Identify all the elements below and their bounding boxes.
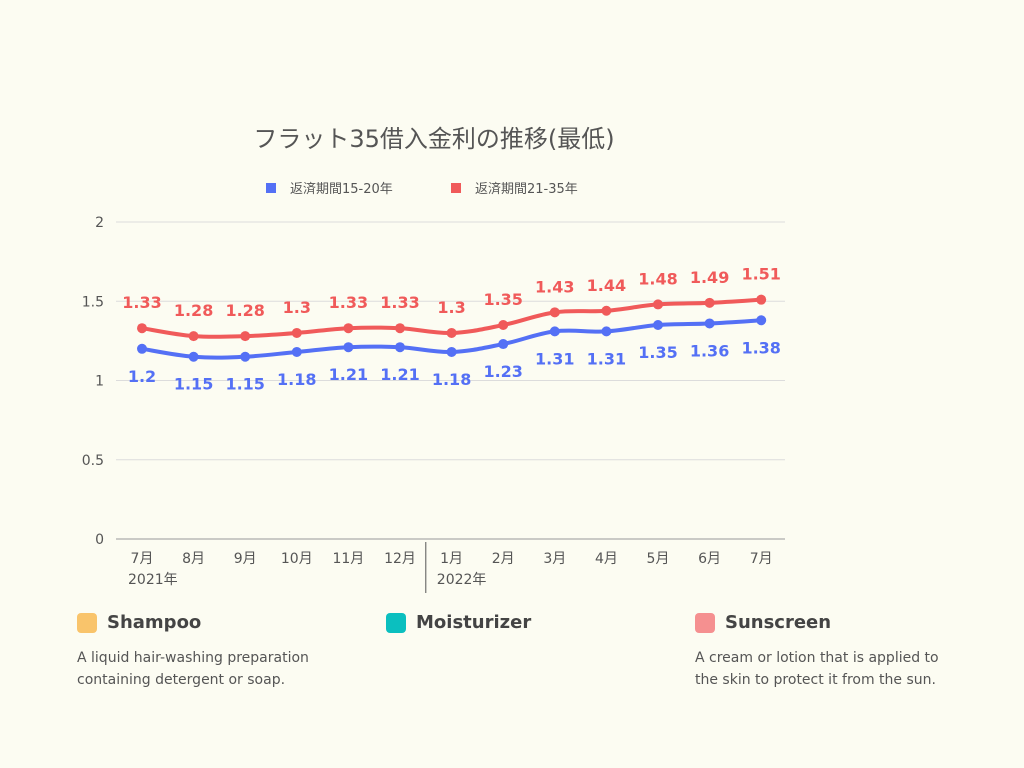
data-point — [291, 346, 302, 357]
y-tick-label: 1 — [95, 374, 104, 390]
data-point — [343, 323, 354, 334]
x-tick-label: 6月 — [698, 551, 721, 567]
legend-swatch-1 — [266, 183, 276, 193]
data-point — [240, 351, 251, 362]
data-label: 1.51 — [741, 265, 780, 284]
x-tick-label: 7月 — [750, 551, 773, 567]
data-point — [446, 346, 457, 357]
data-point — [601, 326, 612, 337]
x-tick-label: 1月 — [440, 551, 463, 567]
category-shampoo: Shampoo — [77, 612, 201, 633]
data-point — [446, 327, 457, 338]
data-point — [137, 323, 147, 334]
year-label: 2021年 — [128, 572, 178, 588]
chart-grid — [116, 221, 785, 540]
data-label: 1.3 — [437, 298, 465, 317]
data-label: 1.33 — [122, 293, 161, 312]
shampoo-description: A liquid hair-washing preparation contai… — [77, 650, 309, 688]
data-label: 1.21 — [380, 365, 419, 384]
y-tick-label: 2 — [95, 215, 104, 231]
line-chart: フラット35借入金利の推移(最低) 返済期間15-20年 返済期間21-35年 0… — [82, 125, 785, 593]
data-label: 1.49 — [690, 268, 729, 287]
data-label: 1.15 — [225, 375, 264, 394]
data-label: 1.35 — [483, 290, 522, 309]
data-label: 1.28 — [225, 301, 264, 320]
shampoo-swatch — [77, 612, 97, 633]
shampoo-title: Shampoo — [107, 612, 202, 633]
data-point — [291, 327, 302, 338]
year-label: 2022年 — [437, 572, 487, 588]
x-tick-label: 12月 — [384, 551, 416, 567]
data-point — [498, 320, 509, 331]
x-tick-label: 4月 — [595, 551, 618, 567]
data-point — [549, 307, 560, 318]
category-moisturizer: Moisturizer — [386, 612, 531, 633]
data-point — [395, 323, 405, 334]
moisturizer-swatch — [386, 612, 406, 633]
x-tick-label: 11月 — [332, 551, 364, 567]
data-label: 1.3 — [283, 298, 311, 317]
data-label: 1.15 — [174, 375, 213, 394]
data-label: 1.33 — [329, 293, 368, 312]
data-point — [549, 326, 560, 337]
series-2: 1.33 1.28 1.28 1.3 1.33 1.33 1.3 1.35 1.43 1.44 1.… — [122, 265, 781, 342]
data-point — [343, 342, 354, 353]
data-label: 1.36 — [690, 341, 729, 360]
x-tick-label: 5月 — [647, 551, 670, 567]
legend-swatch-2 — [451, 183, 461, 193]
data-label: 1.21 — [329, 365, 368, 384]
data-point — [498, 339, 509, 350]
x-tick-label: 3月 — [543, 551, 566, 567]
y-tick-label: 1.5 — [82, 294, 104, 310]
moisturizer-title: Moisturizer — [416, 612, 532, 633]
y-tick-label: 0 — [95, 532, 104, 548]
y-tick-label: 0.5 — [82, 453, 104, 469]
data-label: 1.48 — [638, 269, 677, 288]
x-tick-label: 7月 — [131, 551, 154, 567]
data-point — [756, 315, 767, 326]
data-label: 1.2 — [128, 367, 156, 386]
data-label: 1.38 — [741, 338, 780, 357]
sunscreen-title: Sunscreen — [725, 612, 832, 633]
data-point — [704, 297, 715, 308]
sunscreen-swatch — [695, 612, 715, 633]
series-layer: 1.2 1.15 1.15 1.18 1.21 1.21 1.18 1.23 1.31 1.31 1… — [122, 265, 781, 394]
x-axis: 7月 8月 9月 10月 11月 12月 1月 2月 3月 4月 5月 6月 7月 2021年 2022年 — [128, 542, 773, 593]
category-sunscreen: Sunscreen — [695, 612, 831, 633]
data-point — [188, 331, 199, 342]
data-label: 1.35 — [638, 343, 677, 362]
legend-label-2: 返済期間21-35年 — [475, 181, 578, 197]
data-label: 1.23 — [483, 362, 522, 381]
data-point — [137, 343, 147, 354]
data-label: 1.43 — [535, 277, 574, 296]
data-label: 1.18 — [432, 370, 471, 389]
data-label: 1.44 — [587, 276, 626, 295]
x-tick-label: 10月 — [281, 551, 313, 567]
data-point — [653, 299, 663, 310]
data-point — [704, 318, 715, 329]
chart-title: フラット35借入金利の推移(最低) — [253, 125, 614, 153]
data-point — [756, 294, 767, 305]
sunscreen-description: A cream or lotion that is applied to the… — [695, 650, 939, 688]
data-label: 1.31 — [535, 349, 574, 368]
x-tick-label: 2月 — [492, 551, 515, 567]
data-label: 1.18 — [277, 370, 316, 389]
data-label: 1.28 — [174, 301, 213, 320]
legend-label-1: 返済期間15-20年 — [290, 181, 393, 197]
series-1: 1.2 1.15 1.15 1.18 1.21 1.21 1.18 1.23 1.31 1.31 1… — [128, 315, 781, 394]
data-label: 1.33 — [380, 293, 419, 312]
y-axis: 0 0.5 1 1.5 2 — [82, 215, 104, 548]
data-point — [601, 305, 612, 316]
x-tick-label: 8月 — [182, 551, 205, 567]
data-point — [240, 331, 251, 342]
x-tick-label: 9月 — [234, 551, 257, 567]
chart-legend: 返済期間15-20年 返済期間21-35年 — [266, 181, 578, 197]
data-point — [395, 342, 405, 353]
data-point — [188, 351, 199, 362]
data-point — [653, 320, 663, 331]
data-label: 1.31 — [587, 349, 626, 368]
